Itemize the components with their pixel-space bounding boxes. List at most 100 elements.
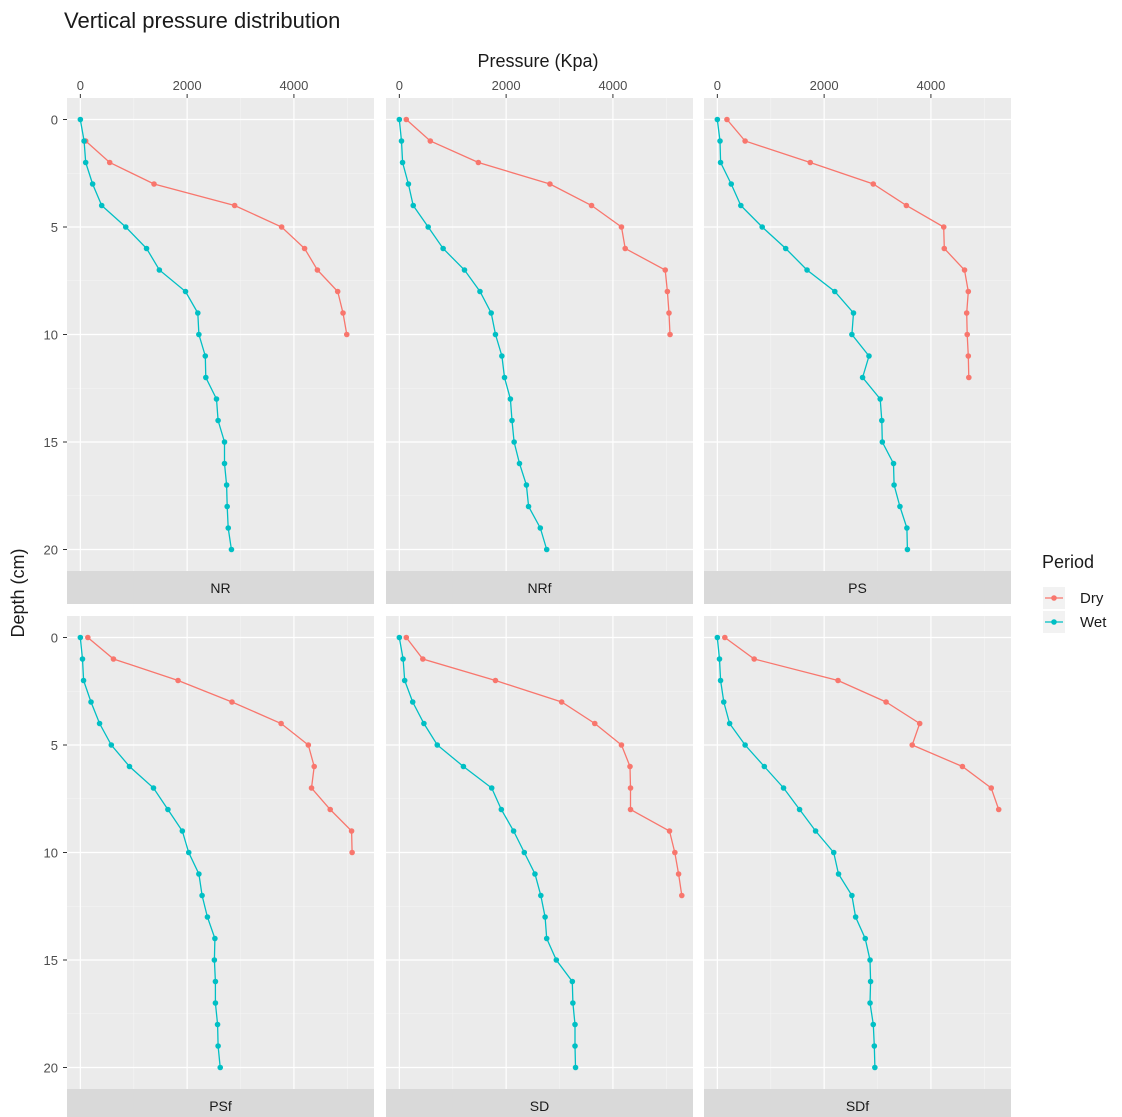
data-point bbox=[521, 849, 528, 856]
data-point bbox=[228, 546, 235, 553]
data-point bbox=[903, 202, 910, 209]
data-point bbox=[849, 331, 855, 338]
data-point bbox=[214, 1021, 221, 1028]
data-point bbox=[400, 656, 406, 662]
legend: Period Dry Wet bbox=[1042, 552, 1107, 633]
data-point bbox=[870, 1021, 877, 1028]
panel-nr: NR 0 2000 4000 0 5 10 15 20 bbox=[44, 78, 374, 604]
data-point bbox=[108, 742, 115, 748]
data-point bbox=[348, 828, 355, 834]
y-tick-label: 10 bbox=[44, 846, 58, 861]
data-point bbox=[720, 699, 727, 705]
data-point bbox=[667, 331, 673, 338]
data-point bbox=[213, 396, 220, 402]
data-point bbox=[558, 699, 565, 705]
data-point bbox=[872, 1064, 878, 1071]
data-point bbox=[122, 224, 129, 230]
data-point bbox=[542, 914, 548, 920]
data-point bbox=[966, 374, 972, 381]
data-point bbox=[812, 828, 819, 834]
data-point bbox=[223, 482, 230, 488]
data-point bbox=[96, 720, 103, 727]
data-point bbox=[151, 181, 157, 187]
data-point bbox=[622, 245, 628, 252]
data-point bbox=[204, 914, 211, 920]
data-point bbox=[717, 138, 723, 144]
facet-strip bbox=[704, 1089, 1011, 1117]
data-point bbox=[510, 828, 517, 834]
series-dry bbox=[724, 116, 972, 381]
data-point bbox=[396, 634, 403, 641]
data-point bbox=[782, 245, 789, 252]
data-point bbox=[405, 181, 412, 187]
data-point bbox=[440, 245, 446, 252]
data-point bbox=[964, 331, 971, 338]
x-tick-label: 0 bbox=[396, 78, 403, 93]
data-point bbox=[179, 828, 186, 834]
x-axis-title: Pressure (Kpa) bbox=[477, 51, 598, 71]
facet-strip bbox=[386, 571, 693, 604]
data-point bbox=[675, 871, 682, 877]
data-point bbox=[618, 742, 625, 748]
facet-label: NRf bbox=[527, 580, 551, 596]
facet-label: PSf bbox=[209, 1098, 232, 1114]
y-tick-label: 10 bbox=[44, 328, 58, 343]
legend-label: Wet bbox=[1080, 614, 1107, 631]
data-point bbox=[904, 525, 910, 531]
data-point bbox=[627, 806, 634, 813]
data-point bbox=[334, 288, 341, 295]
data-point bbox=[82, 159, 89, 166]
data-point bbox=[225, 525, 232, 531]
legend-entries: Dry Wet bbox=[1043, 587, 1107, 633]
facet-label: PS bbox=[848, 580, 867, 596]
data-point bbox=[196, 331, 202, 338]
data-point bbox=[409, 699, 416, 705]
data-point bbox=[666, 828, 673, 834]
data-point bbox=[835, 677, 841, 684]
data-point bbox=[488, 785, 495, 791]
data-point bbox=[156, 267, 163, 273]
data-point bbox=[301, 245, 308, 252]
data-point bbox=[807, 159, 814, 166]
series-dry bbox=[403, 116, 673, 338]
legend-key-point bbox=[1051, 619, 1057, 625]
data-point bbox=[221, 439, 228, 445]
data-point bbox=[627, 763, 633, 770]
data-point bbox=[852, 914, 859, 920]
data-point bbox=[940, 224, 947, 230]
legend-entry-dry: Dry bbox=[1043, 587, 1104, 609]
panels: NR 0 2000 4000 0 5 10 15 20 NRf 0 2000 4000 PS 0 2000 40… bbox=[44, 78, 1011, 1117]
data-point bbox=[627, 785, 634, 791]
data-point bbox=[79, 656, 86, 662]
y-tick-label: 20 bbox=[44, 543, 58, 558]
data-point bbox=[717, 677, 724, 684]
data-point bbox=[537, 525, 544, 531]
data-point bbox=[410, 202, 417, 209]
data-point bbox=[224, 503, 230, 510]
data-point bbox=[126, 763, 133, 770]
data-point bbox=[501, 374, 508, 381]
data-point bbox=[212, 935, 218, 942]
data-point bbox=[742, 138, 748, 144]
data-point bbox=[196, 871, 202, 877]
data-point bbox=[77, 634, 84, 641]
data-point bbox=[963, 310, 970, 316]
data-point bbox=[761, 763, 768, 770]
data-point bbox=[175, 677, 181, 684]
data-point bbox=[618, 224, 625, 230]
series-wet bbox=[396, 634, 579, 1071]
data-point bbox=[77, 116, 84, 123]
data-point bbox=[870, 181, 877, 187]
data-point bbox=[461, 267, 468, 273]
data-point bbox=[916, 720, 923, 727]
facet-strip bbox=[704, 571, 1011, 604]
data-point bbox=[516, 460, 523, 467]
data-point bbox=[110, 656, 117, 662]
data-point bbox=[897, 503, 903, 510]
x-tick-label: 2000 bbox=[492, 78, 521, 93]
data-point bbox=[751, 656, 757, 662]
series-wet bbox=[714, 634, 878, 1071]
data-point bbox=[349, 849, 355, 856]
data-point bbox=[547, 181, 553, 187]
